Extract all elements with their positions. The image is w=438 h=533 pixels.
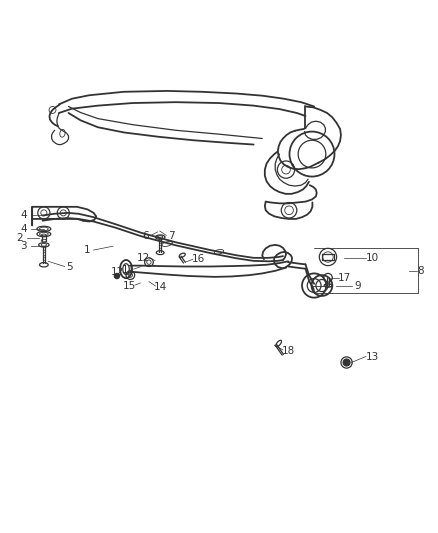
Text: 16: 16 [192, 254, 205, 264]
Circle shape [343, 359, 350, 366]
Text: 12: 12 [111, 267, 124, 277]
Text: 5: 5 [67, 262, 73, 272]
Text: 3: 3 [20, 241, 27, 251]
Text: 6: 6 [142, 231, 149, 241]
Text: 4: 4 [20, 224, 27, 234]
Text: 8: 8 [417, 266, 424, 276]
Text: 7: 7 [168, 231, 175, 241]
Text: 12: 12 [137, 253, 150, 263]
Text: 11: 11 [122, 265, 135, 275]
Text: 18: 18 [282, 346, 295, 356]
Text: 14: 14 [154, 282, 167, 292]
Text: 15: 15 [123, 281, 136, 291]
Text: 2: 2 [16, 233, 22, 244]
Text: 9: 9 [354, 280, 361, 290]
Text: 17: 17 [338, 273, 351, 282]
Text: 1: 1 [84, 245, 90, 255]
Circle shape [114, 273, 120, 279]
Text: 10: 10 [366, 253, 379, 263]
Text: 13: 13 [366, 352, 379, 362]
Text: 4: 4 [20, 211, 27, 221]
